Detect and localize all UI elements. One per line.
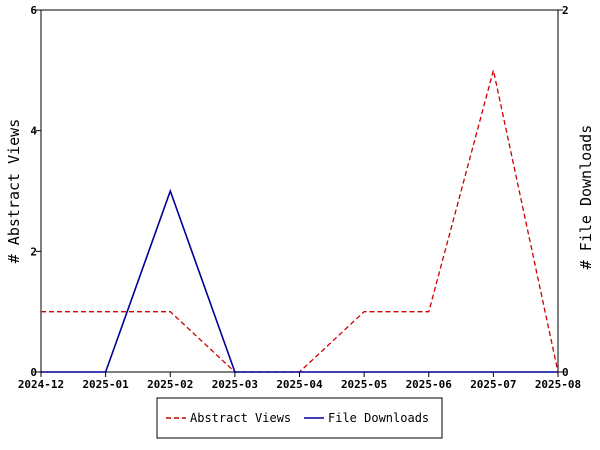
- legend-box: [156, 397, 443, 439]
- left-y-tick-label-0: 0: [30, 366, 37, 379]
- x-tick-label-2025-06: 2025-06: [406, 378, 453, 391]
- x-tick-label-2024-12: 2024-12: [18, 378, 64, 391]
- right-y-tick-label-0: 0: [562, 366, 569, 379]
- left-y-tick-label-2: 2: [30, 245, 37, 258]
- x-tick-label-2025-04: 2025-04: [276, 378, 323, 391]
- legend: Abstract Views File Downloads: [156, 397, 443, 439]
- x-tick-label-2025-07: 2025-07: [470, 378, 516, 391]
- x-tick-label-2025-08: 2025-08: [535, 378, 581, 391]
- plot-area: [40, 9, 559, 373]
- x-tick-label-2025-02: 2025-02: [147, 378, 193, 391]
- left-y-tick-label-6: 6: [30, 4, 37, 17]
- right-y-tick-label-2: 2: [562, 4, 569, 17]
- legend-label-abstract-views: Abstract Views: [190, 411, 291, 425]
- x-tick-label-2025-05: 2025-05: [341, 378, 387, 391]
- axes-layer: 2024-12 2025-01 2025-02 2025-03 2025-04 2025-…: [18, 4, 581, 391]
- x-tick-label-2025-01: 2025-01: [82, 378, 129, 391]
- right-axis-title: # File Downloads: [577, 125, 595, 270]
- x-tick-label-2025-03: 2025-03: [212, 378, 258, 391]
- legend-label-file-downloads: File Downloads: [328, 411, 429, 425]
- plot-frame: [40, 9, 559, 373]
- left-y-tick-label-4: 4: [30, 125, 37, 138]
- left-axis-title: # Abstract Views: [5, 119, 23, 264]
